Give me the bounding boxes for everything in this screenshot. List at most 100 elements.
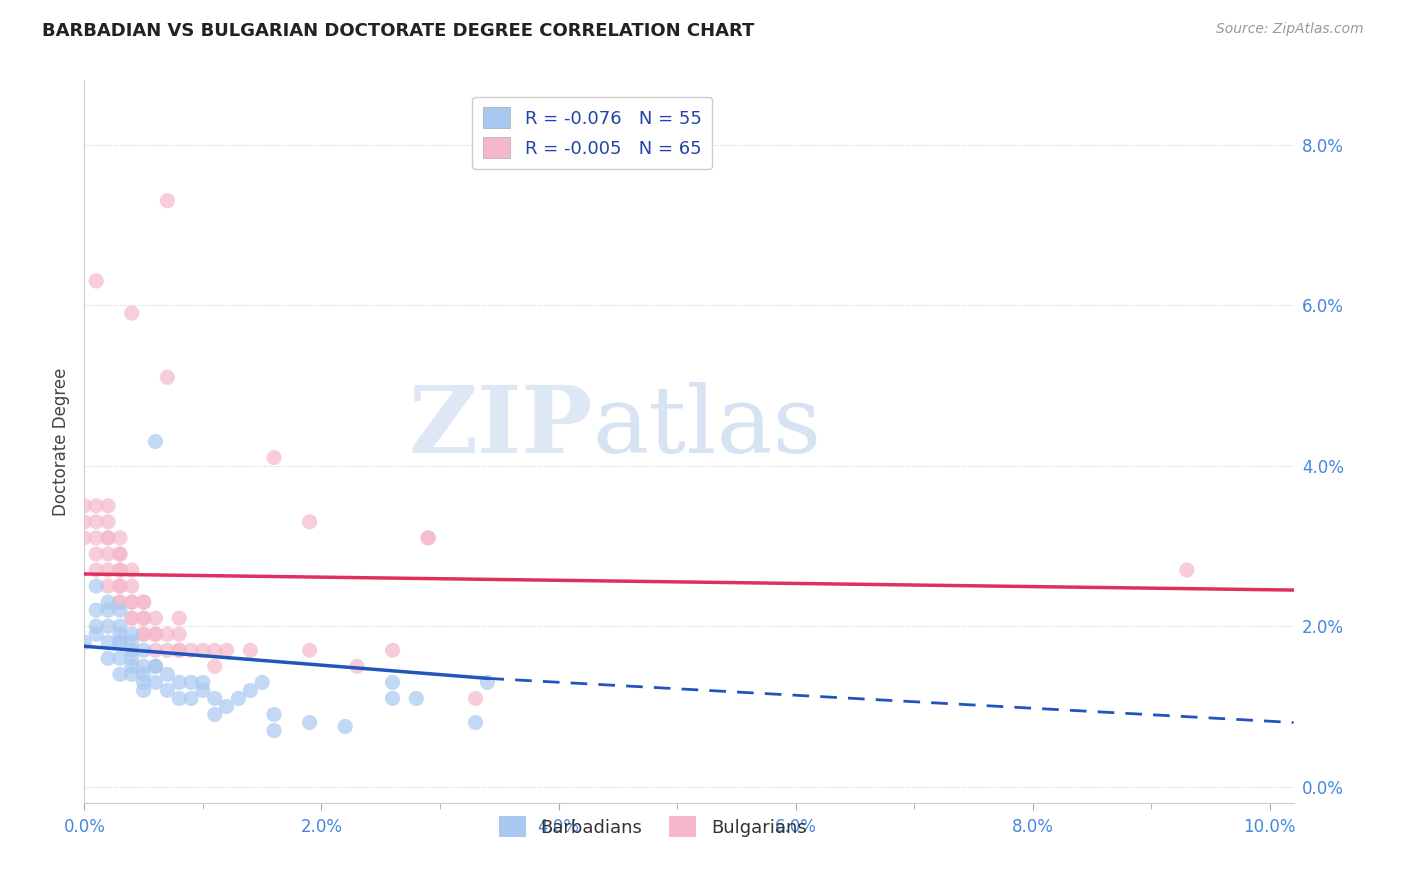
Point bbox=[108, 547, 131, 561]
Point bbox=[121, 579, 143, 593]
Point bbox=[108, 595, 131, 609]
Point bbox=[84, 274, 107, 288]
Point bbox=[156, 683, 179, 698]
Point bbox=[132, 667, 155, 681]
Text: Source: ZipAtlas.com: Source: ZipAtlas.com bbox=[1216, 22, 1364, 37]
Point bbox=[228, 691, 250, 706]
Point bbox=[145, 659, 167, 673]
Point bbox=[204, 659, 226, 673]
Point bbox=[73, 499, 96, 513]
Point bbox=[156, 370, 179, 384]
Point bbox=[381, 691, 404, 706]
Point bbox=[156, 667, 179, 681]
Point bbox=[97, 563, 120, 577]
Point bbox=[204, 643, 226, 657]
Point bbox=[333, 719, 356, 733]
Point bbox=[215, 699, 238, 714]
Point bbox=[405, 691, 427, 706]
Point bbox=[298, 643, 321, 657]
Point bbox=[418, 531, 440, 545]
Point bbox=[132, 611, 155, 625]
Point bbox=[145, 611, 167, 625]
Point bbox=[132, 659, 155, 673]
Point bbox=[108, 579, 131, 593]
Point bbox=[97, 499, 120, 513]
Point bbox=[132, 675, 155, 690]
Point bbox=[464, 691, 486, 706]
Point bbox=[215, 643, 238, 657]
Point bbox=[381, 643, 404, 657]
Point bbox=[97, 619, 120, 633]
Point bbox=[97, 515, 120, 529]
Point bbox=[191, 643, 214, 657]
Point bbox=[121, 643, 143, 657]
Point bbox=[346, 659, 368, 673]
Point bbox=[97, 595, 120, 609]
Point bbox=[121, 651, 143, 665]
Point bbox=[191, 683, 214, 698]
Point bbox=[97, 579, 120, 593]
Point bbox=[84, 547, 107, 561]
Point bbox=[263, 707, 285, 722]
Point bbox=[73, 515, 96, 529]
Point bbox=[156, 194, 179, 208]
Point bbox=[108, 651, 131, 665]
Point bbox=[145, 659, 167, 673]
Point bbox=[108, 531, 131, 545]
Point bbox=[204, 707, 226, 722]
Point bbox=[121, 667, 143, 681]
Point bbox=[298, 515, 321, 529]
Point bbox=[132, 627, 155, 641]
Point bbox=[84, 619, 107, 633]
Point bbox=[97, 603, 120, 617]
Point bbox=[121, 595, 143, 609]
Point bbox=[121, 627, 143, 641]
Point bbox=[180, 691, 202, 706]
Point bbox=[381, 675, 404, 690]
Point bbox=[167, 611, 190, 625]
Point bbox=[145, 675, 167, 690]
Point bbox=[121, 611, 143, 625]
Point bbox=[121, 595, 143, 609]
Point bbox=[145, 643, 167, 657]
Point bbox=[239, 643, 262, 657]
Point bbox=[73, 635, 96, 649]
Point bbox=[263, 450, 285, 465]
Point bbox=[250, 675, 273, 690]
Point bbox=[145, 627, 167, 641]
Point bbox=[121, 635, 143, 649]
Point bbox=[204, 691, 226, 706]
Point bbox=[180, 643, 202, 657]
Text: ZIP: ZIP bbox=[408, 382, 592, 472]
Point bbox=[167, 675, 190, 690]
Point bbox=[108, 635, 131, 649]
Point bbox=[132, 595, 155, 609]
Point bbox=[477, 675, 499, 690]
Point bbox=[156, 627, 179, 641]
Point bbox=[97, 635, 120, 649]
Point bbox=[108, 563, 131, 577]
Point bbox=[145, 434, 167, 449]
Point bbox=[132, 643, 155, 657]
Point bbox=[121, 563, 143, 577]
Y-axis label: Doctorate Degree: Doctorate Degree bbox=[52, 368, 70, 516]
Point bbox=[108, 579, 131, 593]
Legend: Barbadians, Bulgarians: Barbadians, Bulgarians bbox=[492, 809, 814, 845]
Point bbox=[145, 627, 167, 641]
Point bbox=[132, 611, 155, 625]
Point bbox=[132, 683, 155, 698]
Point bbox=[121, 611, 143, 625]
Text: atlas: atlas bbox=[592, 382, 821, 472]
Point bbox=[73, 531, 96, 545]
Point bbox=[108, 619, 131, 633]
Point bbox=[108, 547, 131, 561]
Point bbox=[97, 531, 120, 545]
Point bbox=[167, 627, 190, 641]
Point bbox=[239, 683, 262, 698]
Point bbox=[97, 547, 120, 561]
Point bbox=[167, 643, 190, 657]
Point bbox=[97, 651, 120, 665]
Point bbox=[84, 499, 107, 513]
Point bbox=[132, 627, 155, 641]
Point bbox=[1175, 563, 1198, 577]
